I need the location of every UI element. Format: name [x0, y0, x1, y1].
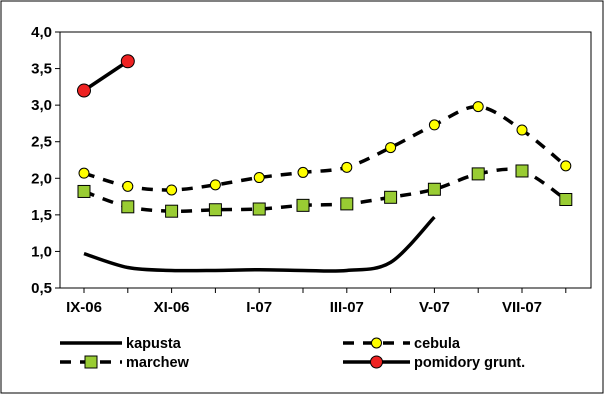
legend-item-marchew: marchew	[60, 355, 190, 371]
legend: kapusta cebula marchew pomidory grunt.	[60, 336, 525, 371]
data-point-pomidory-grunt	[77, 83, 91, 98]
x-tick-label: V-07	[419, 299, 450, 316]
data-point-marchew	[296, 198, 310, 212]
data-point-pomidory-grunt	[120, 54, 135, 69]
data-point-marchew	[384, 190, 398, 204]
plot-area-border	[59, 31, 592, 289]
data-point-cebula	[209, 179, 221, 191]
data-point-marchew	[208, 203, 222, 217]
legend-item-kapusta: kapusta	[60, 336, 182, 352]
data-point-marchew	[252, 202, 266, 216]
legend-label-marchew: marchew	[126, 355, 190, 371]
series-pomidory-grunt	[77, 54, 135, 98]
legend-marker-cebula	[371, 337, 382, 349]
y-tick-label: 3,0	[31, 97, 52, 114]
y-tick-label: 4,0	[31, 24, 52, 41]
data-point-marchew	[515, 164, 529, 178]
data-point-marchew	[165, 204, 179, 218]
data-point-cebula	[472, 101, 484, 113]
y-tick-label: 1,5	[31, 207, 52, 224]
y-tick-label: 0,5	[31, 280, 52, 297]
data-point-marchew	[77, 184, 91, 198]
data-point-cebula	[166, 184, 178, 196]
x-axis: IX-06 XI-06 I-07 III-07 V-07 VII-07	[66, 288, 567, 316]
series-marchew	[77, 164, 573, 218]
series-layer	[77, 54, 573, 273]
legend-item-cebula: cebula	[343, 336, 461, 352]
data-point-cebula	[516, 124, 528, 136]
data-point-cebula	[253, 172, 265, 184]
data-point-marchew	[471, 167, 485, 181]
legend-marker-pomidory-grunt	[370, 355, 383, 369]
y-axis: 0,5 1,0 1,5 2,0 2,5 3,0 3,5 4,0	[31, 24, 60, 297]
series-line-kapusta	[83, 215, 436, 273]
legend-label-pomidory-grunt: pomidory grunt.	[414, 355, 525, 371]
x-tick-label: IX-06	[66, 299, 102, 316]
data-point-marchew	[340, 197, 354, 211]
data-point-cebula	[560, 160, 572, 172]
data-point-cebula	[385, 142, 397, 154]
data-point-cebula	[122, 180, 134, 192]
data-point-cebula	[78, 167, 90, 179]
legend-item-pomidory-grunt: pomidory grunt.	[343, 355, 525, 371]
data-point-cebula	[297, 166, 309, 178]
y-tick-label: 3,5	[31, 61, 52, 78]
legend-label-kapusta: kapusta	[126, 336, 182, 352]
data-point-cebula	[341, 161, 353, 173]
series-cebula	[78, 101, 572, 196]
x-tick-label: III-07	[330, 299, 364, 316]
x-tick-label: VII-07	[502, 299, 542, 316]
data-point-marchew	[121, 200, 135, 214]
x-tick-label: XI-06	[154, 299, 190, 316]
x-tick-label: I-07	[246, 299, 272, 316]
data-point-marchew	[427, 182, 441, 196]
y-tick-label: 2,5	[31, 134, 52, 151]
y-tick-label: 2,0	[31, 170, 52, 187]
legend-label-cebula: cebula	[414, 336, 461, 352]
legend-marker-marchew	[84, 355, 98, 369]
data-point-cebula	[428, 119, 440, 131]
series-kapusta	[83, 215, 436, 273]
data-point-marchew	[559, 192, 573, 206]
y-tick-label: 1,0	[31, 243, 52, 260]
